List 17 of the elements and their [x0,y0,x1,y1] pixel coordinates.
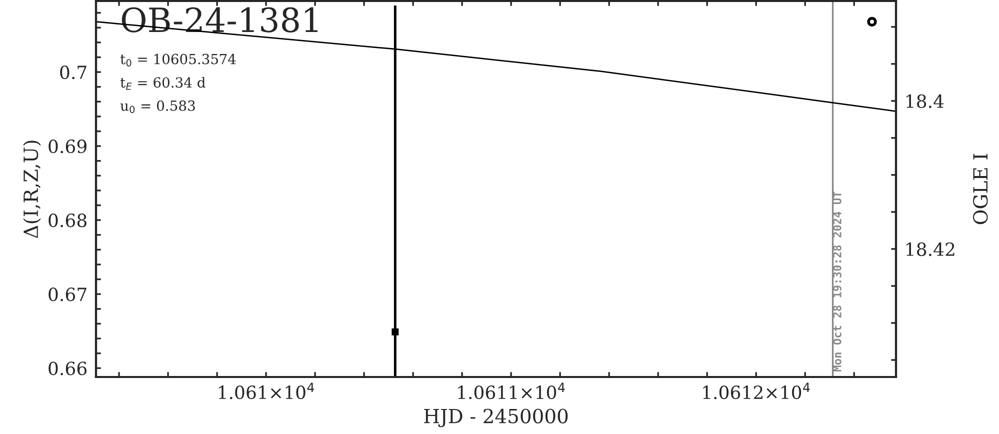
x-axis-title: HJD - 2450000 [424,408,568,428]
y2-tick-label: 18.42 [906,242,954,256]
annotation: t$_{E}$ = 60.34 d [120,76,206,90]
y-tick-label: 0.69 [48,140,86,154]
x-tick-label: 1.0611×10$^{4}$ [458,382,565,400]
y-tick-label: 0.67 [48,288,86,302]
y-tick-label: 0.7 [60,66,86,80]
y-tick-label: 0.68 [48,214,86,228]
y-tick-label: 0.66 [48,362,87,376]
chart-title: OB-24-1381 [122,7,318,32]
x-tick-label: 1.061×10$^{4}$ [218,382,314,400]
y2-axis-title: OGLE I [973,154,988,224]
y2-tick-label: 18.4 [906,94,944,108]
annotation: t$_{0}$ = 10605.3574 [120,54,236,66]
y-axis-title: Δ(I,R,Z,U) [23,140,41,238]
annotation: u$_{0}$ = 0.583 [120,100,195,114]
x-tick-label: 1.0612×10$^{4}$ [703,382,810,400]
